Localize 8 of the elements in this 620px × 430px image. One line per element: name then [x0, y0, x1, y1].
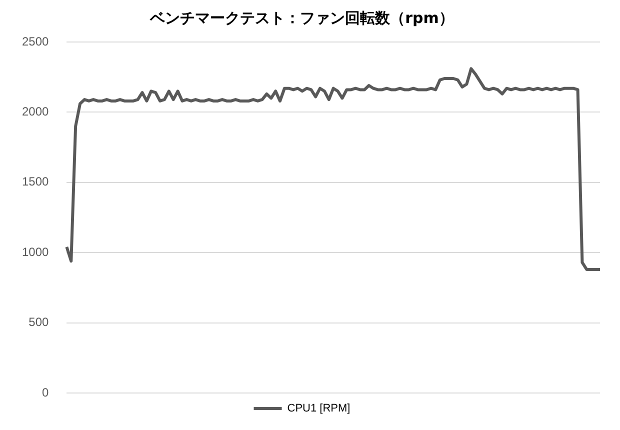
y-tick-label: 1000 — [22, 244, 50, 259]
y-tick-label: 500 — [28, 315, 50, 330]
y-tick-label: 2000 — [22, 104, 50, 119]
y-tick-label: 1500 — [22, 174, 50, 189]
y-tick-label: 2500 — [22, 34, 50, 48]
chart-title: ベンチマークテスト：ファン回転数（rpm） — [149, 8, 454, 27]
legend-label: CPU1 [RPM] — [287, 402, 350, 415]
y-tick-label: 0 — [42, 385, 50, 400]
